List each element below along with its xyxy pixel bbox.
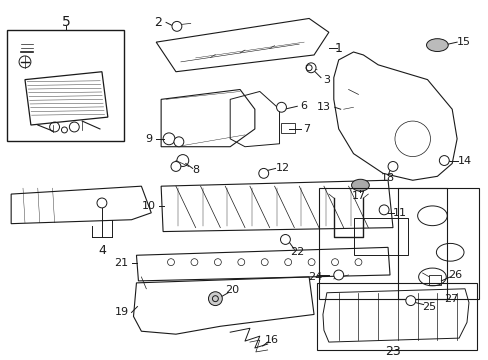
Text: 27: 27 bbox=[443, 294, 457, 304]
Bar bbox=[397, 188, 478, 299]
Text: 15: 15 bbox=[456, 37, 470, 47]
Ellipse shape bbox=[351, 179, 368, 191]
Text: 20: 20 bbox=[224, 285, 239, 295]
Text: 17: 17 bbox=[351, 191, 365, 201]
Text: 21: 21 bbox=[114, 258, 128, 268]
Circle shape bbox=[280, 234, 290, 244]
Text: 12: 12 bbox=[275, 163, 289, 174]
Text: 5: 5 bbox=[62, 15, 71, 30]
Text: 8: 8 bbox=[192, 165, 199, 175]
Text: 9: 9 bbox=[145, 134, 153, 144]
Text: 19: 19 bbox=[114, 307, 128, 318]
Circle shape bbox=[276, 102, 286, 112]
Circle shape bbox=[172, 21, 182, 31]
Bar bbox=[281, 123, 295, 133]
Text: 1: 1 bbox=[334, 41, 342, 55]
Circle shape bbox=[97, 198, 107, 208]
Text: 3: 3 bbox=[323, 75, 330, 85]
Text: 23: 23 bbox=[385, 346, 400, 359]
Ellipse shape bbox=[426, 39, 447, 51]
Text: 11: 11 bbox=[392, 208, 406, 218]
Circle shape bbox=[333, 270, 343, 280]
Text: 10: 10 bbox=[142, 201, 156, 211]
Bar bbox=[353, 218, 407, 255]
Bar bbox=[316, 283, 476, 350]
Bar bbox=[7, 30, 123, 141]
Circle shape bbox=[258, 168, 268, 178]
Text: 14: 14 bbox=[457, 156, 471, 166]
Circle shape bbox=[405, 296, 415, 306]
Circle shape bbox=[174, 137, 183, 147]
Text: 7: 7 bbox=[303, 124, 310, 134]
Text: 4: 4 bbox=[98, 244, 105, 257]
Text: 22: 22 bbox=[289, 247, 304, 257]
Text: 18: 18 bbox=[380, 173, 394, 183]
Text: 24: 24 bbox=[307, 272, 322, 282]
Text: 26: 26 bbox=[447, 270, 461, 280]
Circle shape bbox=[305, 63, 315, 73]
Text: 25: 25 bbox=[422, 302, 436, 311]
Circle shape bbox=[171, 162, 181, 171]
Bar bbox=[428, 275, 441, 285]
Circle shape bbox=[387, 162, 397, 171]
Text: 16: 16 bbox=[264, 335, 278, 345]
Text: 13: 13 bbox=[316, 102, 330, 112]
Bar bbox=[318, 188, 447, 299]
Text: 6: 6 bbox=[300, 101, 307, 111]
Circle shape bbox=[438, 156, 448, 166]
Text: 2: 2 bbox=[154, 16, 162, 29]
Circle shape bbox=[378, 205, 388, 215]
Circle shape bbox=[208, 292, 222, 306]
